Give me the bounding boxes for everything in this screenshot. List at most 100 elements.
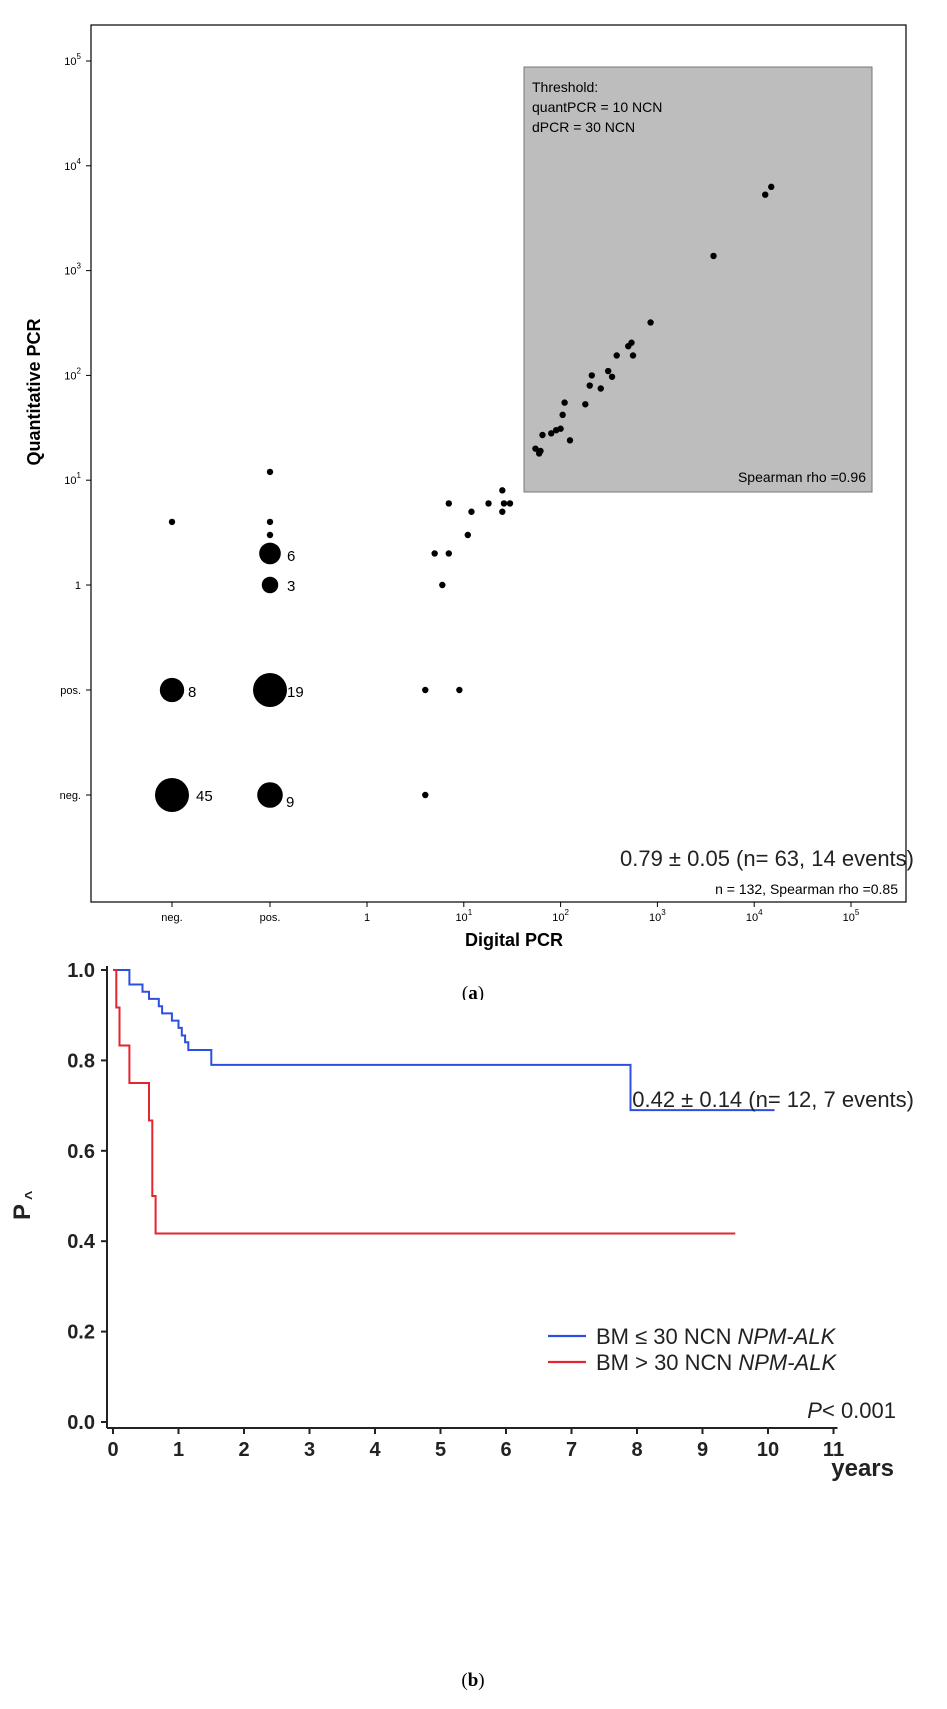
threshold-dpcr: dPCR = 30 NCN <box>532 119 635 135</box>
data-point <box>439 581 446 589</box>
data-point <box>445 500 453 507</box>
data-point <box>445 550 453 557</box>
data-point <box>566 437 574 444</box>
km-y-tick-label: 0.8 <box>67 1050 95 1072</box>
km-x-tick-label: 5 <box>435 1439 446 1461</box>
plot-frame <box>90 24 907 903</box>
legend-label-blue: BM ≤ 30 NCN NPM-ALK <box>596 1324 837 1349</box>
y-tick-label: pos. <box>60 685 81 697</box>
data-point <box>422 686 429 694</box>
threshold-title: Threshold: <box>532 79 598 95</box>
data-point <box>557 425 564 432</box>
km-curve-blue <box>113 969 775 1112</box>
count-label-9: 9 <box>286 794 294 811</box>
count-label-8: 8 <box>188 684 196 701</box>
data-point <box>266 518 274 526</box>
km-y-tick-label: 0.4 <box>67 1231 96 1253</box>
data-point <box>266 468 274 476</box>
data-point <box>506 500 514 507</box>
km-x-tick-label: 0 <box>107 1439 118 1461</box>
data-point <box>485 500 492 507</box>
count-label-45: 45 <box>196 788 213 805</box>
km-y-tick-label: 1.0 <box>67 960 95 982</box>
data-point <box>604 367 612 375</box>
data-point <box>613 352 620 359</box>
caption-b-label: b <box>468 1670 479 1691</box>
km-curves <box>113 969 775 1235</box>
data-point <box>456 686 463 694</box>
data-point <box>559 411 566 419</box>
data-point <box>762 191 769 198</box>
data-point <box>710 252 717 260</box>
count-label-19: 19 <box>287 684 304 701</box>
threshold-spearman: Spearman rho =0.96 <box>738 469 866 485</box>
data-point <box>539 431 546 439</box>
data-point <box>548 430 555 437</box>
km-x-tick-label: 3 <box>304 1439 315 1461</box>
x-tick-label: neg. <box>161 912 182 924</box>
km-x-tick-label: 8 <box>631 1439 642 1461</box>
km-x-tick-label: 7 <box>566 1439 577 1461</box>
km-x-tick-label: 6 <box>500 1439 511 1461</box>
data-point <box>464 531 472 539</box>
km-y-tick-label: 0.0 <box>67 1412 95 1434</box>
km-x-tick-label: 1 <box>173 1439 184 1461</box>
threshold-quantpcr: quantPCR = 10 NCN <box>532 99 662 115</box>
data-point <box>499 508 506 515</box>
km-y-hat: ^ <box>23 1191 40 1200</box>
km-y-tick-label: 0.2 <box>67 1322 95 1344</box>
x-axis-title: Digital PCR <box>465 930 563 950</box>
data-point <box>608 373 616 380</box>
data-point <box>561 399 568 406</box>
km-x-tick-label: 9 <box>697 1439 708 1461</box>
data-point <box>582 401 589 408</box>
data-point <box>259 542 281 565</box>
threshold-box <box>523 66 873 493</box>
legend-red-italic: NPM-ALK <box>738 1350 837 1375</box>
km-y-tick-label: 0.6 <box>67 1141 95 1163</box>
data-point <box>159 677 185 703</box>
data-point <box>257 782 283 808</box>
data-point <box>629 352 637 359</box>
data-point <box>597 385 604 392</box>
data-point <box>588 372 595 379</box>
data-points <box>155 183 775 812</box>
legend-blue-text: BM ≤ 30 NCN <box>596 1324 732 1349</box>
km-x-tick-label: 10 <box>757 1439 779 1461</box>
caption-b: (b) <box>461 1670 484 1691</box>
y-tick-label: neg. <box>60 790 81 802</box>
data-point <box>422 791 429 799</box>
data-point <box>500 500 508 507</box>
y-axis-title: Quantitative PCR <box>24 318 44 465</box>
x-tick-label: 1 <box>364 912 370 924</box>
km-x-tick-label: 4 <box>369 1439 381 1461</box>
data-point <box>499 487 506 494</box>
data-point <box>253 673 287 707</box>
count-label-3: 3 <box>287 578 295 595</box>
legend-label-red: BM > 30 NCN NPM-ALK <box>596 1350 837 1375</box>
km-x-tick-label: 11 <box>823 1439 844 1461</box>
p-value-symbol: P <box>807 1398 822 1423</box>
data-point <box>586 382 593 389</box>
data-point <box>468 508 475 515</box>
data-point <box>532 445 539 452</box>
data-point <box>768 183 775 191</box>
y-tick-label: 1 <box>75 580 81 592</box>
km-y-axis-title: P <box>9 1204 36 1220</box>
km-x-tick-label: 2 <box>238 1439 249 1461</box>
x-tick-label: pos. <box>260 912 281 924</box>
data-point <box>261 576 279 594</box>
data-point <box>647 319 654 326</box>
km-axes: 0.0 0.2 0.4 0.6 0.8 1.0 0 1 2 3 4 5 6 7 8 9 10 11 <box>67 960 844 1461</box>
p-value-text: < 0.001 <box>822 1398 896 1423</box>
data-point <box>431 550 438 557</box>
overall-spearman: n = 132, Spearman rho =0.85 <box>715 881 898 897</box>
km-annotation-blue: 0.79 ± 0.05 (n= 63, 14 events) <box>620 846 914 871</box>
count-label-6: 6 <box>287 548 295 565</box>
km-annotation-red: 0.42 ± 0.14 (n= 12, 7 events) <box>632 1087 914 1112</box>
legend-blue-italic: NPM-ALK <box>738 1324 837 1349</box>
p-value: P< 0.001 <box>807 1398 896 1423</box>
legend-red-text: BM > 30 NCN <box>596 1350 732 1375</box>
